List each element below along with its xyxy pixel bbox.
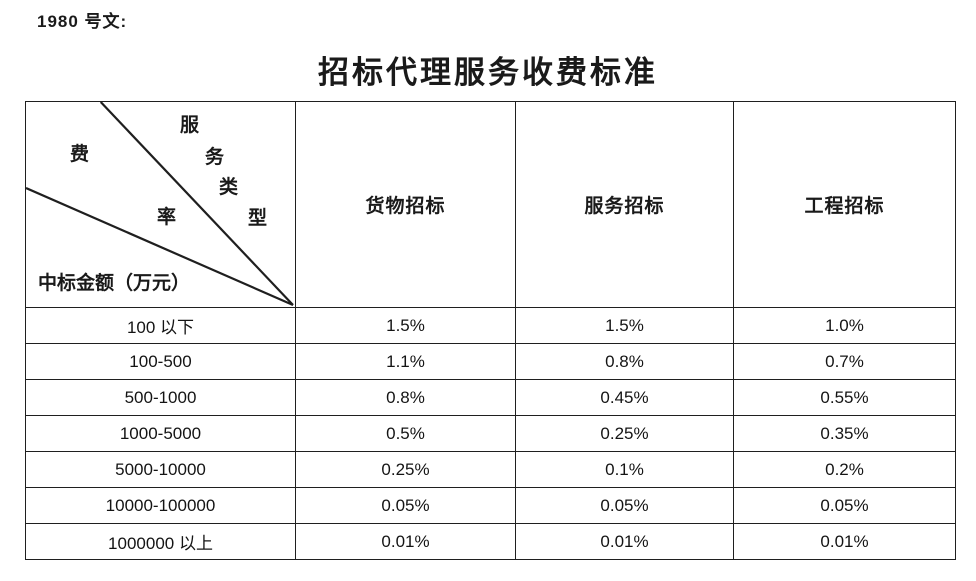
table-corner-cell: 费 率 服 务 类 型 中标金额（万元） — [25, 101, 296, 308]
corner-label-type-char: 服 — [180, 115, 200, 136]
table-row: 1000000 以上 0.01% 0.01% 0.01% — [25, 523, 956, 560]
row-range-cell: 1000000 以上 — [25, 523, 296, 560]
fee-value-cell: 1.0% — [733, 307, 956, 344]
corner-label-type-char: 务 — [205, 147, 225, 168]
fee-table: 费 率 服 务 类 型 中标金额（万元） 货物招标 服务招标 工程招标 100 … — [25, 101, 956, 560]
fee-value-cell: 1.5% — [295, 307, 516, 344]
fee-value-cell: 1.1% — [295, 343, 516, 380]
corner-label-fee-char: 费 — [70, 144, 90, 165]
fee-value-cell: 0.1% — [515, 451, 734, 488]
row-range-cell: 100 以下 — [25, 307, 296, 344]
corner-label-type-char: 类 — [219, 177, 239, 198]
fee-value-cell: 0.05% — [515, 487, 734, 524]
fee-value-cell: 0.8% — [295, 379, 516, 416]
column-header-services: 服务招标 — [515, 101, 734, 308]
table-row: 1000-5000 0.5% 0.25% 0.35% — [25, 415, 956, 452]
table-row: 10000-100000 0.05% 0.05% 0.05% — [25, 487, 956, 524]
fee-value-cell: 0.7% — [733, 343, 956, 380]
table-row: 100-500 1.1% 0.8% 0.7% — [25, 343, 956, 380]
fee-value-cell: 0.01% — [733, 523, 956, 560]
table-row: 500-1000 0.8% 0.45% 0.55% — [25, 379, 956, 416]
fee-value-cell: 0.25% — [515, 415, 734, 452]
row-range-cell: 500-1000 — [25, 379, 296, 416]
fee-value-cell: 0.2% — [733, 451, 956, 488]
corner-label-rate-char: 率 — [157, 207, 177, 228]
fee-value-cell: 0.01% — [295, 523, 516, 560]
fee-value-cell: 0.25% — [295, 451, 516, 488]
fee-value-cell: 0.8% — [515, 343, 734, 380]
fee-value-cell: 0.05% — [295, 487, 516, 524]
fee-value-cell: 0.01% — [515, 523, 734, 560]
diagonal-divider-lines — [26, 102, 294, 307]
fee-value-cell: 0.55% — [733, 379, 956, 416]
table-row: 100 以下 1.5% 1.5% 1.0% — [25, 307, 956, 344]
corner-label-type-char: 型 — [248, 208, 268, 229]
row-range-cell: 10000-100000 — [25, 487, 296, 524]
page-title: 招标代理服务收费标准 — [318, 55, 658, 90]
column-header-goods: 货物招标 — [295, 101, 516, 308]
fee-value-cell: 0.45% — [515, 379, 734, 416]
corner-amount-label: 中标金额（万元） — [38, 273, 191, 294]
header-row: 费 率 服 务 类 型 中标金额（万元） 货物招标 服务招标 工程招标 — [25, 101, 956, 308]
fee-value-cell: 0.5% — [295, 415, 516, 452]
row-range-cell: 5000-10000 — [25, 451, 296, 488]
fee-value-cell: 1.5% — [515, 307, 734, 344]
row-range-cell: 1000-5000 — [25, 415, 296, 452]
fee-value-cell: 0.35% — [733, 415, 956, 452]
document-number: 1980 号文: — [37, 12, 128, 31]
column-header-engineering: 工程招标 — [733, 101, 956, 308]
row-range-cell: 100-500 — [25, 343, 296, 380]
fee-value-cell: 0.05% — [733, 487, 956, 524]
table-row: 5000-10000 0.25% 0.1% 0.2% — [25, 451, 956, 488]
